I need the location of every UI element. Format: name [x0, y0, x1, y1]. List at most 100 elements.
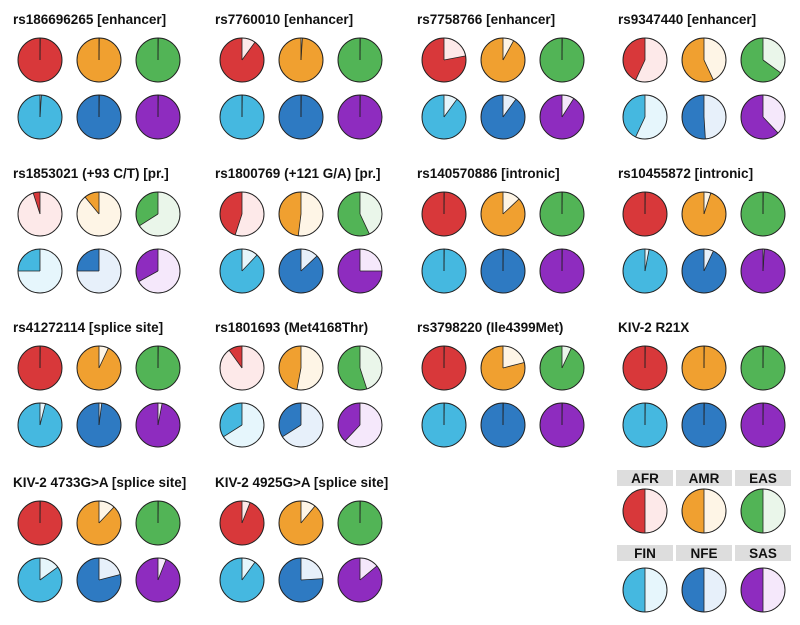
pie-end-line	[241, 561, 256, 581]
pie-end-line	[502, 362, 525, 369]
legend-pie-eas	[740, 488, 786, 534]
pie-outline	[17, 191, 63, 237]
pie-end-line	[644, 249, 650, 272]
pie-outline	[421, 191, 467, 237]
pie-outline	[76, 94, 122, 140]
pie-end-line	[359, 367, 368, 390]
pie-end-line	[502, 98, 517, 118]
pie-end-line	[98, 403, 103, 426]
variant-panel: KIV-2 4733G>A [splice site]	[13, 475, 186, 603]
legend: AFR AMR EAS FIN NFE SAS	[617, 470, 791, 613]
pie-afr	[622, 191, 668, 237]
pie-slice	[741, 95, 779, 139]
pie-amr	[480, 37, 526, 83]
legend-pie-sas	[740, 567, 786, 613]
pie-sas	[337, 248, 383, 294]
pie-amr	[681, 37, 727, 83]
pie-end-line	[241, 254, 258, 272]
pie-end-line	[635, 59, 646, 81]
pie-amr	[681, 345, 727, 391]
pie-outline	[622, 94, 668, 140]
variant-title: KIV-2 4925G>A [splice site]	[215, 475, 388, 490]
pie-outline	[219, 500, 265, 546]
pie-outline	[740, 191, 786, 237]
pie-fin	[17, 402, 63, 448]
pie-outline	[622, 567, 668, 613]
variant-panel: rs1853021 (+93 C/T) [pr.]	[13, 166, 181, 294]
pie-slice	[84, 192, 99, 214]
pie-sas	[740, 94, 786, 140]
pie-amr	[76, 500, 122, 546]
pie-end-line	[359, 213, 370, 235]
pie-outline	[17, 557, 63, 603]
pie-sas	[539, 94, 585, 140]
pie-afr	[17, 345, 63, 391]
pie-eas	[135, 345, 181, 391]
pie-end-line	[98, 506, 115, 524]
pie-outline	[219, 37, 265, 83]
pie-end-line	[98, 347, 109, 369]
variant-title: rs7760010 [enhancer]	[215, 12, 353, 27]
legend-label-box	[617, 545, 673, 561]
variant-title: rs140570886 [intronic]	[417, 166, 560, 181]
pie-sas	[337, 557, 383, 603]
pie-nfe	[76, 402, 122, 448]
pie-amr	[681, 191, 727, 237]
pie-outline	[681, 345, 727, 391]
pie-amr	[480, 191, 526, 237]
pie-sas	[337, 94, 383, 140]
pie-outline	[76, 345, 122, 391]
pie-outline	[539, 248, 585, 294]
pie-amr	[278, 345, 324, 391]
legend-label-box	[735, 545, 791, 561]
pie-nfe	[278, 94, 324, 140]
variant-title: rs186696265 [enhancer]	[13, 12, 166, 27]
pie-eas	[740, 37, 786, 83]
pie-slice	[741, 568, 763, 612]
pie-fin	[421, 94, 467, 140]
pie-outline	[421, 94, 467, 140]
pie-end-line	[703, 59, 714, 81]
pie-outline	[539, 94, 585, 140]
variant-title: rs1853021 (+93 C/T) [pr.]	[13, 166, 169, 181]
pie-sas	[740, 248, 786, 294]
pie-sas	[539, 248, 585, 294]
variant-title: rs7758766 [enhancer]	[417, 12, 555, 27]
pie-sas	[539, 402, 585, 448]
pie-outline	[219, 402, 265, 448]
pie-outline	[278, 191, 324, 237]
pie-outline	[622, 402, 668, 448]
pie-outline	[135, 500, 181, 546]
pie-outline	[681, 191, 727, 237]
pie-outline	[681, 402, 727, 448]
pie-eas	[337, 500, 383, 546]
variant-panel: rs41272114 [splice site]	[13, 320, 181, 448]
pie-amr	[278, 37, 324, 83]
pie-fin	[219, 557, 265, 603]
pie-outline	[480, 37, 526, 83]
legend-pie-nfe	[681, 567, 727, 613]
variant-panel: rs7758766 [enhancer]	[417, 12, 585, 140]
pie-outline	[480, 345, 526, 391]
pie-end-line	[300, 578, 323, 581]
variant-panel: KIV-2 4925G>A [splice site]	[215, 475, 388, 603]
pie-outline	[278, 557, 324, 603]
pie-outline	[337, 248, 383, 294]
pie-end-line	[635, 116, 646, 138]
pie-afr	[622, 37, 668, 83]
pie-end-line	[138, 270, 159, 282]
pie-afr	[219, 37, 265, 83]
pie-afr	[17, 191, 63, 237]
pie-outline	[337, 402, 383, 448]
pie-outline	[421, 345, 467, 391]
pie-outline	[17, 248, 63, 294]
pie-slice	[18, 249, 40, 271]
pie-slice	[77, 249, 99, 271]
variant-panel: rs140570886 [intronic]	[417, 166, 585, 294]
pie-amr	[480, 345, 526, 391]
pie-end-line	[98, 574, 121, 581]
pie-nfe	[480, 94, 526, 140]
pie-outline	[622, 37, 668, 83]
pie-end-line	[234, 213, 243, 236]
pie-slice	[338, 192, 370, 236]
